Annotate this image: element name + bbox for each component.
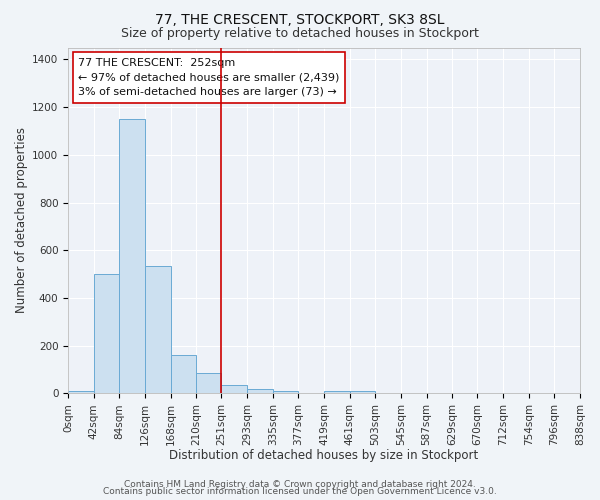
Bar (273, 391, 298, 394)
Text: Size of property relative to detached houses in Stockport: Size of property relative to detached ho… (121, 28, 479, 40)
Bar (324, 391, 350, 394)
Y-axis label: Number of detached properties: Number of detached properties (15, 128, 28, 314)
Text: Contains public sector information licensed under the Open Government Licence v3: Contains public sector information licen… (103, 487, 497, 496)
Text: 77 THE CRESCENT:  252sqm
← 97% of detached houses are smaller (2,439)
3% of semi: 77 THE CRESCENT: 252sqm ← 97% of detache… (79, 58, 340, 98)
Bar (171, 356, 196, 394)
Bar (94, 274, 119, 394)
Bar (196, 373, 221, 394)
Bar (119, 119, 145, 394)
Bar (145, 266, 171, 394)
Text: 77, THE CRESCENT, STOCKPORT, SK3 8SL: 77, THE CRESCENT, STOCKPORT, SK3 8SL (155, 12, 445, 26)
Bar (221, 385, 247, 394)
Text: Contains HM Land Registry data © Crown copyright and database right 2024.: Contains HM Land Registry data © Crown c… (124, 480, 476, 489)
X-axis label: Distribution of detached houses by size in Stockport: Distribution of detached houses by size … (169, 450, 479, 462)
Bar (68, 391, 94, 394)
Bar (247, 388, 273, 394)
Bar (350, 391, 376, 394)
